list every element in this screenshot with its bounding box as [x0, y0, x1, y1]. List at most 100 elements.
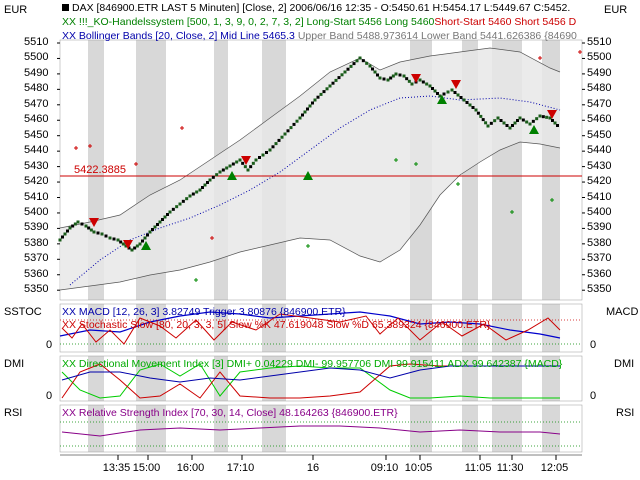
- price-brick: [316, 95, 320, 99]
- rsi-panel-label-left: RSI: [4, 407, 23, 419]
- price-brick: [365, 61, 369, 65]
- price-brick: [265, 151, 268, 154]
- price-brick: [127, 246, 131, 250]
- y-tick-label-left: 5480: [24, 82, 49, 95]
- time-tick-label: 11:05: [464, 462, 492, 474]
- y-tick-label-right: 5460: [587, 113, 612, 126]
- price-brick: [225, 166, 229, 170]
- price-brick: [431, 87, 434, 90]
- price-brick: [96, 231, 100, 235]
- y-tick-label-left: 5390: [24, 221, 49, 234]
- price-brick: [73, 222, 77, 226]
- price-brick: [334, 78, 338, 82]
- price-brick: [241, 161, 245, 165]
- price-brick: [551, 119, 554, 122]
- price-brick: [489, 121, 493, 125]
- price-brick: [442, 92, 446, 96]
- price-brick: [68, 226, 72, 230]
- price-brick: [280, 135, 284, 139]
- panel-frame: [59, 404, 583, 453]
- price-brick: [513, 121, 517, 125]
- price-brick: [306, 107, 309, 111]
- y-tick-label-right: 5390: [587, 221, 612, 234]
- price-brick: [508, 126, 512, 130]
- price-brick: [346, 67, 350, 71]
- price-brick: [446, 90, 450, 94]
- price-brick: [343, 70, 347, 74]
- price-brick: [112, 237, 116, 241]
- price-brick: [386, 78, 390, 82]
- y-tick-label-right: 5410: [587, 190, 612, 203]
- y-tick-label-right: 5490: [587, 66, 612, 79]
- time-tick-label: 10:05: [404, 462, 433, 474]
- price-brick: [66, 229, 69, 233]
- price-brick: [518, 116, 522, 120]
- hline-value-label: 5422.3885: [74, 164, 126, 176]
- price-brick: [459, 96, 463, 99]
- bollinger-band-fill: [60, 48, 560, 290]
- price-brick: [394, 72, 398, 76]
- price-brick: [352, 62, 356, 66]
- price-brick: [553, 121, 557, 125]
- long-signal-marker: [437, 95, 447, 104]
- price-brick: [135, 244, 139, 248]
- bollinger-upper-line: [59, 47, 561, 229]
- long-signal-marker: [227, 171, 237, 180]
- time-tick-label: 11:30: [496, 462, 524, 474]
- y-tick-label-right: 5360: [587, 267, 612, 280]
- price-brick: [328, 84, 332, 88]
- price-brick: [143, 236, 147, 240]
- price-brick: [235, 160, 239, 164]
- y-tick-label-right: 5500: [587, 51, 612, 64]
- price-brick: [195, 190, 199, 194]
- price-brick: [407, 79, 411, 83]
- y-tick-label-left: 5430: [24, 159, 49, 172]
- time-tick-label: 15:00: [132, 462, 161, 474]
- y-tick-label-right: 5430: [587, 159, 612, 172]
- price-brick: [215, 173, 219, 177]
- price-brick: [100, 232, 104, 236]
- price-brick: [378, 76, 382, 80]
- dmi-zero-right: 0: [590, 390, 597, 402]
- time-tick-label: 09:10: [370, 462, 399, 474]
- price-brick: [175, 205, 179, 209]
- price-brick: [148, 230, 152, 234]
- price-brick: [493, 119, 497, 123]
- price-brick: [521, 118, 525, 122]
- price-brick: [87, 226, 91, 230]
- price-brick: [249, 165, 253, 169]
- session-stripe: [214, 304, 228, 352]
- price-brick: [337, 76, 341, 80]
- short-signal-marker: [411, 74, 421, 83]
- price-brick: [438, 94, 442, 98]
- time-tick-label: 16:00: [176, 462, 205, 474]
- price-brick: [246, 168, 250, 172]
- short-signal-marker: [241, 156, 251, 165]
- price-brick: [119, 240, 123, 244]
- time-tick-label: 17:10: [226, 462, 255, 474]
- price-brick: [476, 111, 480, 115]
- price-brick: [418, 78, 422, 82]
- price-brick: [358, 56, 362, 60]
- price-brick: [171, 207, 175, 211]
- price-brick: [535, 117, 539, 121]
- price-brick: [146, 233, 149, 237]
- y-tick-label-right: 5510: [587, 36, 612, 48]
- price-brick: [373, 70, 377, 74]
- rsi-panel-label-right: RSI: [616, 407, 635, 419]
- price-brick: [151, 228, 154, 231]
- price-brick: [218, 170, 222, 174]
- price-brick: [525, 120, 529, 124]
- header-line-2: XX !!!_KO-Handelssystem [500, 1, 3, 9, 0…: [62, 16, 576, 28]
- y-tick-label-right: 5350: [587, 283, 612, 296]
- panel-frame: [59, 303, 583, 353]
- price-brick: [156, 223, 159, 226]
- session-stripe: [542, 356, 560, 401]
- price-brick: [211, 175, 215, 179]
- price-brick: [410, 82, 414, 86]
- header-line-3: XX Bollinger Bands [20, Close, 2] Mid Li…: [62, 30, 577, 42]
- price-brick: [243, 165, 247, 169]
- price-brick: [528, 122, 532, 126]
- price-brick: [433, 89, 437, 93]
- macd-legend: XX MACD [12, 26, 3] 3.82749 Trigger 3.80…: [62, 306, 346, 318]
